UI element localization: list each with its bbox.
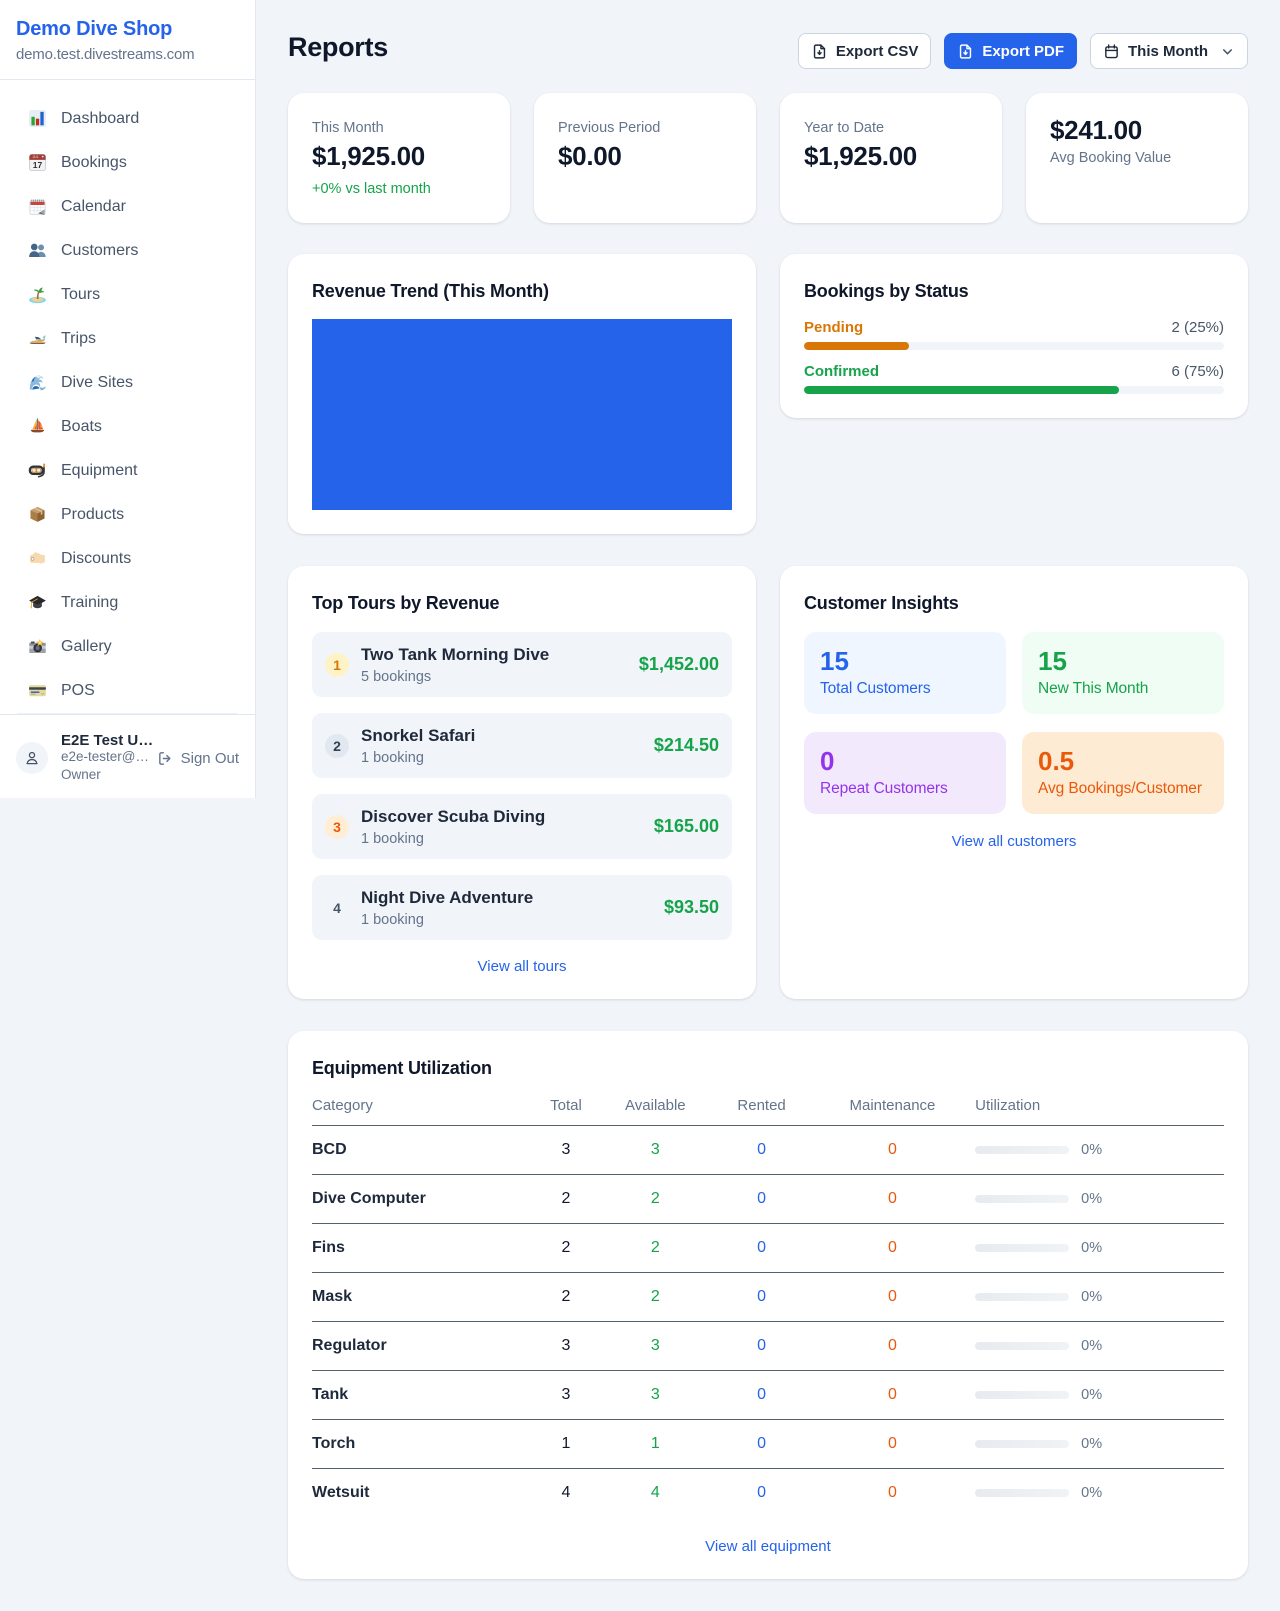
svg-text:JUL: JUL [33,155,39,159]
svg-text:17: 17 [33,160,43,170]
